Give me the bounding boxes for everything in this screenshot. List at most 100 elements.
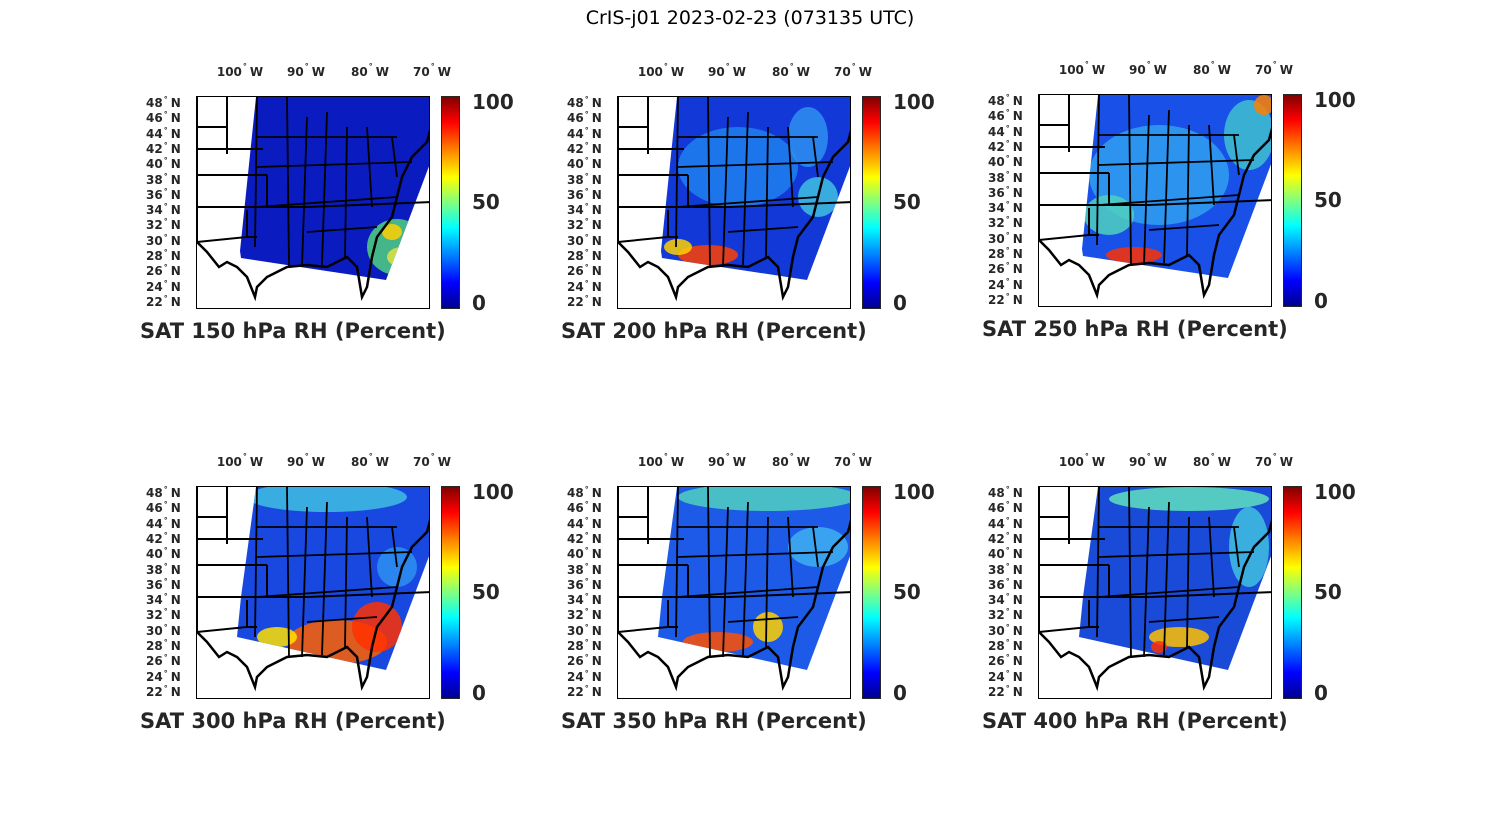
lat-suffix: N (1012, 201, 1023, 216)
lat-value: 40 (146, 547, 163, 562)
lat-suffix: N (170, 126, 181, 141)
lat-tick-label: 42° N (567, 531, 602, 545)
degree-symbol: ° (163, 186, 168, 196)
rh-anomaly-patch (382, 224, 402, 240)
lon-suffix: W (1091, 455, 1106, 469)
degree-symbol: ° (1005, 230, 1010, 240)
lat-tick-label: 36° N (567, 187, 602, 202)
degree-symbol: ° (663, 452, 668, 461)
lat-suffix: N (1012, 247, 1023, 261)
degree-symbol: ° (304, 62, 309, 71)
lat-tick-label: 34° N (146, 202, 181, 218)
lon-value: 100 (216, 65, 242, 79)
lat-value: 34 (567, 203, 584, 218)
lat-tick-label: 42° N (988, 531, 1023, 545)
lon-tick-label: 100° W (638, 452, 684, 469)
lat-tick-label: 44° N (988, 124, 1023, 139)
lat-tick-label: 46° N (567, 500, 602, 514)
lon-tick-label: 80° W (772, 452, 810, 469)
lat-suffix: N (591, 157, 602, 172)
lon-tick-label: 70° W (413, 62, 451, 79)
lon-value: 90 (708, 455, 725, 469)
lat-value: 48 (146, 486, 163, 500)
lat-tick-label: 48° N (146, 485, 181, 500)
lat-value: 38 (988, 562, 1005, 577)
lat-value: 46 (146, 501, 163, 516)
degree-symbol: ° (163, 95, 168, 104)
lat-value: 36 (146, 577, 163, 592)
lat-tick-label: 32° N (567, 607, 602, 621)
lat-tick-label: 40° N (988, 154, 1023, 170)
lat-suffix: N (1012, 623, 1023, 638)
rh-map (196, 96, 430, 309)
lat-suffix: N (170, 279, 181, 294)
lat-tick-label: 48° N (988, 93, 1023, 108)
lat-value: 44 (146, 516, 163, 531)
lat-tick-label: 24° N (988, 669, 1023, 683)
lat-tick-label: 28° N (146, 248, 181, 262)
lat-value: 24 (988, 277, 1005, 292)
degree-symbol: ° (1005, 638, 1010, 647)
degree-symbol: ° (163, 546, 168, 556)
panel-title: SAT 250 hPa RH (Percent) (982, 317, 1288, 341)
lat-suffix: N (1012, 593, 1023, 608)
degree-symbol: ° (725, 62, 730, 71)
lat-suffix: N (1012, 139, 1023, 154)
lat-suffix: N (591, 172, 602, 187)
lat-tick-label: 34° N (146, 592, 181, 606)
colorbar (862, 96, 881, 309)
lon-value: 100 (1058, 455, 1084, 469)
lat-suffix: N (591, 187, 602, 202)
colorbar (1283, 94, 1302, 307)
rh-map (196, 486, 430, 699)
lat-tick-label: 24° N (146, 669, 181, 683)
lon-tick-label: 80° W (351, 62, 389, 79)
colorbar-tick: 50 (893, 580, 921, 604)
lon-suffix: W (732, 65, 746, 79)
lon-suffix: W (1279, 63, 1293, 77)
panel-title: SAT 400 hPa RH (Percent) (982, 709, 1288, 733)
panel-title: SAT 200 hPa RH (Percent) (561, 319, 867, 343)
degree-symbol: ° (584, 140, 589, 150)
lon-suffix: W (375, 455, 389, 469)
lat-tick-label: 34° N (567, 202, 602, 218)
lon-suffix: W (1217, 455, 1231, 469)
lat-tick-label: 38° N (988, 170, 1023, 184)
lat-value: 36 (146, 187, 163, 202)
lat-value: 44 (988, 124, 1005, 139)
lat-tick-label: 40° N (988, 546, 1023, 560)
degree-symbol: ° (163, 263, 168, 273)
lat-tick-label: 28° N (567, 638, 602, 653)
degree-symbol: ° (1005, 261, 1010, 271)
degree-symbol: ° (163, 653, 168, 663)
lat-value: 22 (988, 684, 1005, 699)
lat-tick-label: 26° N (988, 653, 1023, 667)
lat-suffix: N (1012, 155, 1023, 170)
lat-suffix: N (170, 203, 181, 218)
lon-suffix: W (249, 455, 264, 469)
lat-suffix: N (1012, 94, 1023, 108)
lat-suffix: N (591, 623, 602, 638)
lon-value: 80 (1193, 63, 1210, 77)
lon-value: 90 (287, 65, 304, 79)
lon-value: 70 (413, 455, 430, 469)
lat-value: 28 (567, 639, 584, 653)
lat-suffix: N (1012, 292, 1023, 307)
lat-suffix: N (1012, 577, 1023, 592)
panel-title: SAT 300 hPa RH (Percent) (140, 709, 446, 733)
rh-anomaly-patch (1229, 507, 1269, 587)
lat-value: 32 (146, 218, 163, 233)
lat-suffix: N (170, 639, 181, 653)
lat-value: 32 (988, 608, 1005, 623)
lat-suffix: N (170, 608, 181, 623)
lat-tick-label: 32° N (146, 607, 181, 623)
rh-anomaly-patch (1106, 247, 1162, 263)
figure-title: CrIS-j01 2023-02-23 (073135 UTC) (585, 7, 915, 29)
lat-tick-label: 38° N (146, 562, 181, 576)
degree-symbol: ° (163, 592, 168, 602)
lon-suffix: W (1217, 63, 1231, 77)
lon-suffix: W (732, 455, 746, 469)
lat-tick-label: 42° N (146, 141, 181, 155)
degree-symbol: ° (584, 576, 589, 586)
map-panel: 100° W 90° W 80° W 70° W 48° N 46° N 44° N 42° N 40° N 38°… (140, 60, 514, 350)
